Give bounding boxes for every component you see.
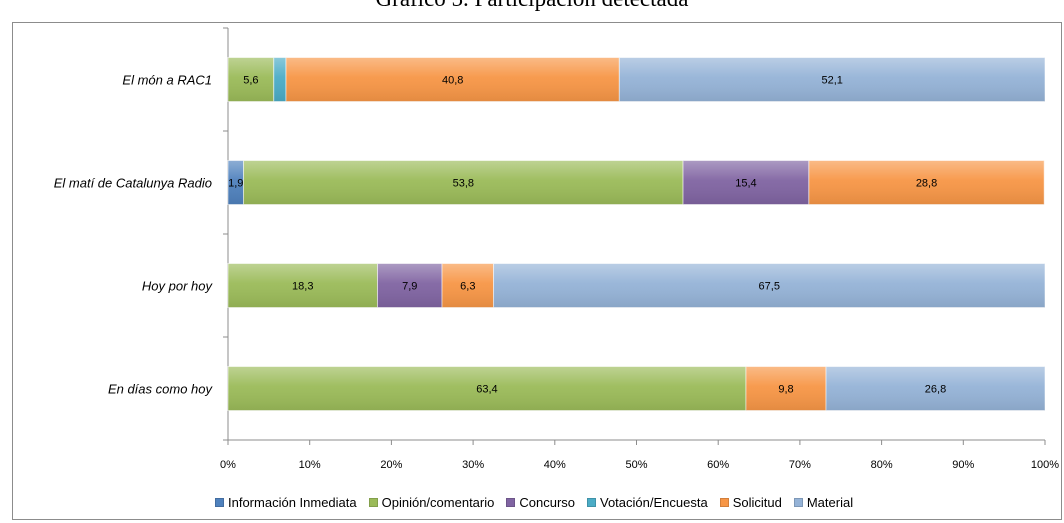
legend-swatch	[368, 497, 378, 507]
legend-label: Opinión/comentario	[381, 494, 495, 510]
data-label: 1,9	[228, 178, 243, 190]
data-label: 63,4	[476, 384, 497, 396]
data-label: 9,8	[778, 384, 793, 396]
bar-segment-shine	[826, 366, 1045, 411]
x-tick-label: 80%	[871, 459, 893, 471]
bar-segment-shine	[619, 57, 1045, 102]
data-label: 28,8	[916, 178, 937, 190]
legend-item: Concurso	[506, 495, 575, 510]
legend-item: Material	[793, 494, 854, 510]
bar-segment-shine	[745, 366, 827, 411]
legend-item: Información Inmediata	[215, 495, 357, 510]
legend-item: Solicitud	[719, 494, 782, 510]
data-label: 53,8	[453, 178, 474, 190]
x-tick-label: 30%	[462, 459, 484, 471]
bar-segment-shine	[808, 160, 1045, 205]
x-tick-label: 0%	[220, 459, 236, 471]
data-label: 40,8	[442, 75, 463, 87]
legend-label: Solicitud	[732, 494, 782, 510]
data-label: 5,6	[243, 75, 258, 87]
category-labels-group: El món a RAC1 El matí de Catalunya Radio H…	[54, 73, 214, 397]
data-label: 7,9	[402, 281, 417, 293]
x-tick-label: 40%	[544, 459, 566, 471]
x-tick-label: 10%	[299, 459, 321, 471]
x-tick-label: 60%	[707, 459, 729, 471]
category-label: El matí de Catalunya Radio	[54, 176, 212, 191]
x-tick-label: 50%	[625, 459, 647, 471]
legend-label: Información Inmediata	[228, 494, 357, 510]
x-tick-label: 90%	[952, 459, 974, 471]
bars-group: 5,6 40,8 52,1 1,9 53,8 15,4 28,8 18,3 7,9 6,3 67,5…	[227, 57, 1046, 411]
x-tick-label: 70%	[789, 459, 811, 471]
legend-swatch	[587, 497, 596, 507]
legend-swatch	[793, 497, 803, 507]
x-tick-label: 100%	[1031, 459, 1059, 471]
legend-label: Concurso	[519, 494, 575, 510]
legend-swatch	[506, 497, 516, 507]
legend-item: Opinión/comentario	[368, 494, 495, 510]
legend: Información Inmediata Opinión/comentario C…	[215, 492, 865, 512]
x-tick-label: 20%	[380, 459, 402, 471]
bar-segment-shine	[243, 160, 684, 205]
x-ticks-group: 0% 10% 20% 30% 40% 50% 60% 70% 80% 90% 100%	[220, 440, 1059, 471]
data-label: 6,3	[460, 281, 475, 293]
bar-segment-shine	[228, 263, 378, 308]
data-label: 52,1	[821, 75, 842, 87]
bar-segment-shine	[273, 57, 287, 102]
bar-segment-shine	[493, 263, 1045, 308]
bar-segment-shine	[286, 57, 620, 102]
bar-segment-shine	[228, 366, 746, 411]
data-label: 67,5	[759, 281, 780, 293]
data-label: 18,3	[292, 281, 313, 293]
category-label: El món a RAC1	[122, 73, 212, 88]
bar-segment-shine	[228, 160, 244, 205]
legend-item: Votación/Encuesta	[587, 495, 708, 510]
legend-label: Material	[806, 494, 854, 510]
data-label: 15,4	[735, 178, 756, 190]
category-label: En días como hoy	[108, 382, 214, 397]
legend-label: Votación/Encuesta	[600, 494, 708, 510]
bar-segment-shine	[228, 57, 274, 102]
category-label: Hoy por hoy	[142, 279, 214, 294]
data-label: 26,8	[925, 384, 946, 396]
bar-segment-shine	[377, 263, 443, 308]
legend-swatch	[215, 497, 224, 507]
legend-swatch	[719, 497, 729, 507]
bar-segment-shine	[683, 160, 809, 205]
chart-title: Gráfico 5. Participación detectada	[0, 0, 1064, 12]
bar-segment-shine	[442, 263, 494, 308]
